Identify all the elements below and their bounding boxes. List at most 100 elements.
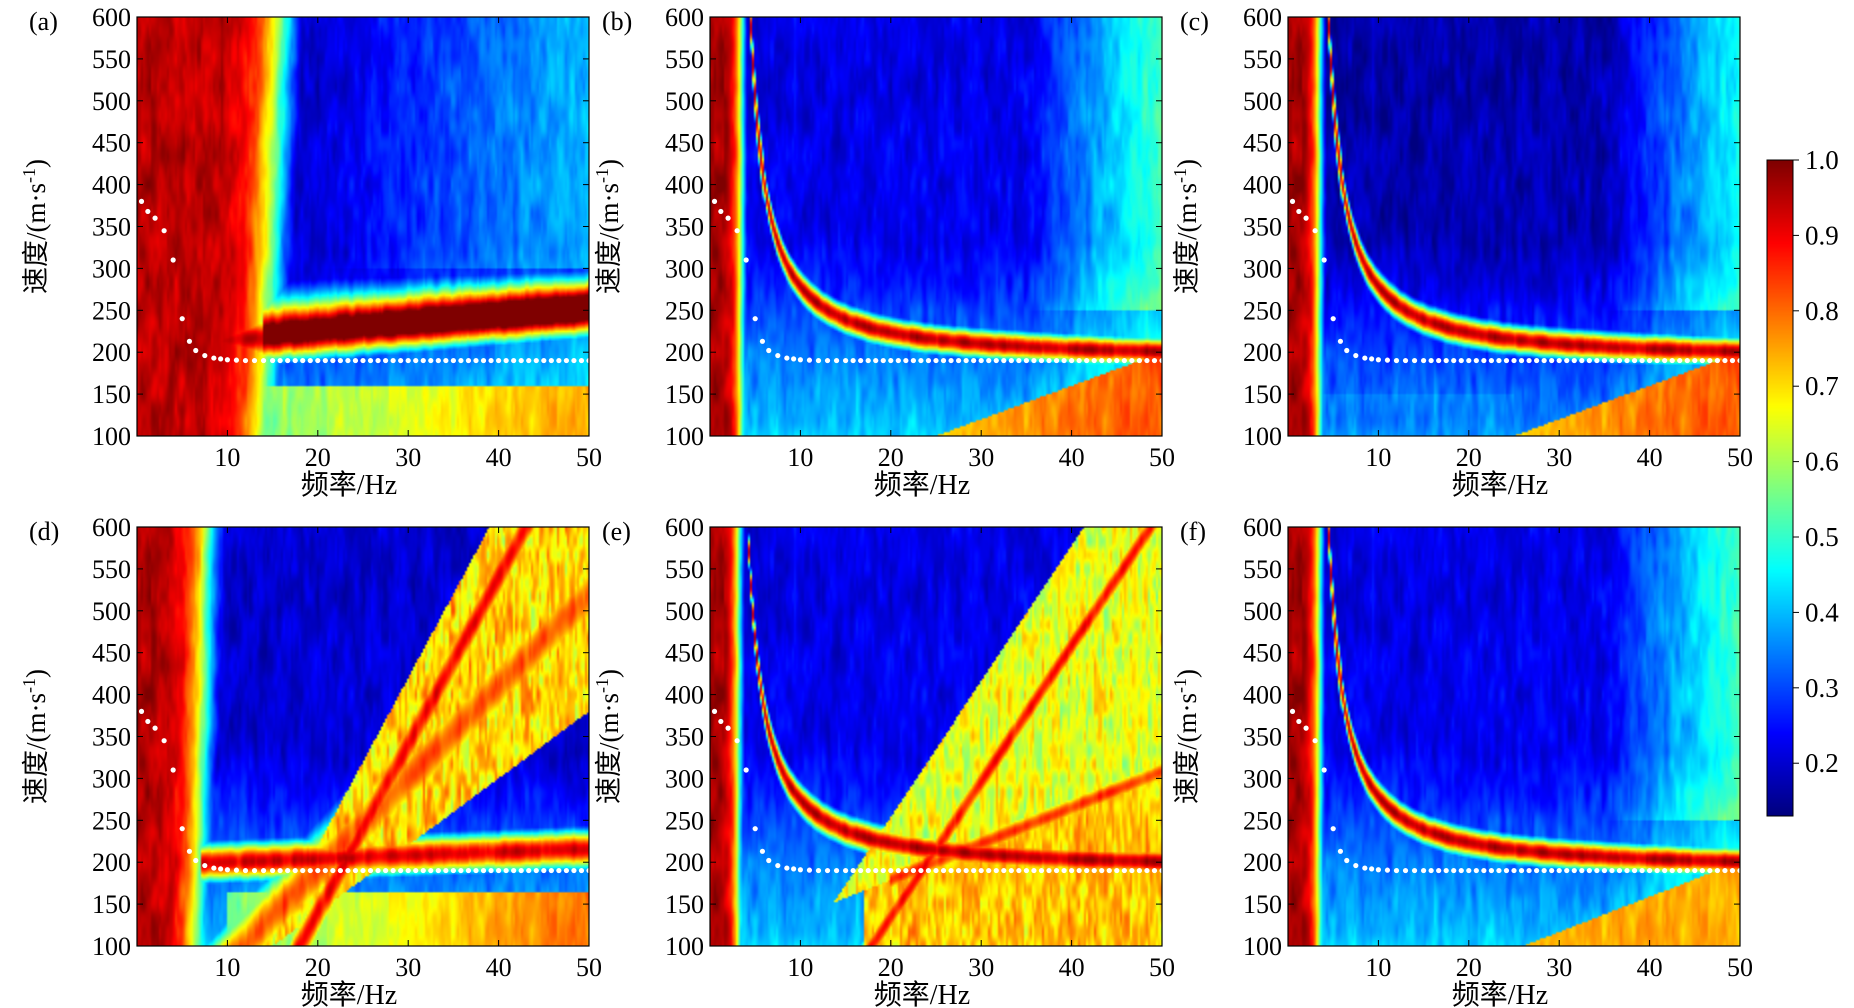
reference-point xyxy=(858,357,864,364)
reference-point xyxy=(458,867,464,874)
reference-point xyxy=(888,867,894,874)
x-axis-label: 频率/Hz xyxy=(301,469,397,501)
panel-c: 100 150 200 250 300 350 400 450 500 550 600 10 20 30 4… xyxy=(1170,3,1753,501)
reference-point xyxy=(1421,867,1427,874)
reference-point xyxy=(1428,357,1434,364)
y-tick-label: 400 xyxy=(1243,171,1282,200)
reference-point xyxy=(1321,257,1327,263)
reference-point xyxy=(1144,357,1150,364)
reference-point xyxy=(1511,867,1517,874)
y-tick-label: 250 xyxy=(665,296,704,325)
reference-point xyxy=(1571,867,1577,874)
reference-point xyxy=(1488,867,1494,874)
reference-point xyxy=(986,867,992,874)
reference-point xyxy=(1443,357,1449,364)
reference-point xyxy=(260,867,267,874)
reference-point xyxy=(345,867,351,874)
reference-point xyxy=(791,356,797,362)
reference-point xyxy=(1114,867,1120,874)
y-tick-label: 400 xyxy=(92,171,131,200)
reference-point xyxy=(1458,867,1464,874)
reference-point xyxy=(556,867,562,874)
reference-point xyxy=(933,357,939,364)
reference-point xyxy=(1296,718,1302,725)
reference-point xyxy=(496,867,502,874)
reference-point xyxy=(791,866,797,872)
reference-point xyxy=(465,867,472,874)
colorbar-tick-label: 0.3 xyxy=(1805,673,1839,703)
reference-point xyxy=(375,357,381,364)
reference-point xyxy=(1076,867,1082,874)
reference-point xyxy=(443,867,449,874)
x-tick-label: 10 xyxy=(214,953,240,982)
reference-point xyxy=(971,867,977,874)
reference-point xyxy=(1473,867,1479,874)
panel-b: 100 150 200 250 300 350 400 450 500 550 600 10 20 30 4… xyxy=(592,3,1175,501)
reference-point xyxy=(903,357,909,364)
reference-point xyxy=(873,867,879,874)
reference-point xyxy=(1639,357,1645,364)
reference-point xyxy=(218,866,224,872)
y-tick-label: 150 xyxy=(1243,890,1282,919)
reference-point xyxy=(202,352,208,359)
reference-point xyxy=(211,865,217,871)
reference-point xyxy=(277,867,283,874)
reference-point xyxy=(211,355,217,361)
reference-point xyxy=(1534,357,1540,364)
reference-point xyxy=(880,867,886,874)
y-tick-label: 400 xyxy=(92,681,131,710)
x-axis-label: 频率/Hz xyxy=(1452,979,1548,1008)
y-tick-label: 250 xyxy=(1243,296,1282,325)
reference-point xyxy=(541,867,547,874)
reference-point xyxy=(1136,357,1142,364)
y-tick-label: 550 xyxy=(92,45,131,74)
y-tick-label: 600 xyxy=(1243,3,1282,32)
reference-point xyxy=(337,867,343,874)
reference-point xyxy=(1707,357,1713,364)
y-tick-label: 550 xyxy=(1243,45,1282,74)
reference-point xyxy=(1106,867,1112,874)
y-tick-label: 600 xyxy=(665,3,704,32)
reference-point xyxy=(1526,357,1532,364)
reference-point xyxy=(1129,357,1135,364)
reference-point xyxy=(1393,357,1400,364)
reference-point xyxy=(1481,867,1487,874)
reference-point xyxy=(1038,867,1045,874)
reference-point xyxy=(292,867,298,874)
reference-point xyxy=(1662,867,1668,874)
reference-point xyxy=(242,357,249,364)
reference-point xyxy=(1631,357,1638,364)
panel-d: 100 150 200 250 300 350 400 450 500 550 600 10 20 30 4… xyxy=(19,513,602,1008)
reference-point xyxy=(480,867,487,874)
x-tick-label: 10 xyxy=(1365,953,1391,982)
reference-point xyxy=(533,357,539,364)
x-tick-label: 20 xyxy=(1456,953,1482,982)
reference-point xyxy=(526,867,532,874)
reference-point xyxy=(925,867,932,874)
reference-point xyxy=(548,867,554,874)
y-tick-label: 450 xyxy=(665,639,704,668)
reference-point xyxy=(458,357,464,364)
reference-point xyxy=(775,862,781,869)
reference-point xyxy=(503,357,509,364)
x-tick-label: 40 xyxy=(1637,443,1663,472)
y-tick-label: 150 xyxy=(92,380,131,409)
reference-point xyxy=(1564,357,1570,364)
panel-label: (a) xyxy=(29,7,58,36)
reference-point xyxy=(277,357,283,364)
reference-point xyxy=(978,357,984,364)
x-tick-label: 40 xyxy=(486,953,512,982)
reference-point xyxy=(1631,867,1638,874)
reference-point xyxy=(865,357,871,364)
reference-point xyxy=(511,867,517,874)
y-tick-label: 600 xyxy=(665,513,704,542)
reference-point xyxy=(1669,867,1675,874)
reference-point xyxy=(993,357,999,364)
reference-point xyxy=(933,867,939,874)
reference-point xyxy=(1564,867,1570,874)
x-tick-label: 50 xyxy=(576,443,602,472)
reference-point xyxy=(383,867,389,874)
reference-point xyxy=(1296,208,1302,215)
reference-point xyxy=(1106,357,1112,364)
